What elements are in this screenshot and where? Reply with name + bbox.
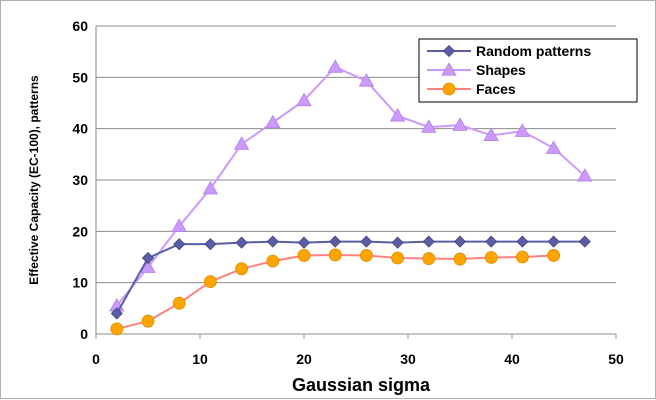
data-point <box>171 218 187 232</box>
y-axis-title: Effective Capacity (EC-100), patterns <box>27 75 41 285</box>
data-point <box>110 322 124 336</box>
data-point <box>235 236 248 249</box>
legend-item: Random patterns <box>427 43 591 59</box>
data-point <box>297 236 311 249</box>
data-point <box>516 235 529 248</box>
data-point <box>140 259 156 273</box>
y-tick-label: 0 <box>80 326 88 342</box>
x-tick-label: 20 <box>296 351 312 367</box>
legend-item: Shapes <box>427 62 526 78</box>
data-point <box>204 238 217 251</box>
legend: Random patterns Shapes Faces <box>418 38 638 103</box>
data-point <box>389 108 406 122</box>
data-point <box>172 296 186 310</box>
data-point <box>202 180 219 195</box>
legend-label: Shapes <box>476 62 526 78</box>
legend-swatch-marker <box>442 82 456 96</box>
x-tick-label: 40 <box>504 351 520 367</box>
y-tick-label: 40 <box>72 121 88 137</box>
data-point <box>297 249 311 262</box>
data-point <box>514 123 531 137</box>
data-point <box>141 251 155 265</box>
data-point <box>391 251 405 265</box>
y-tick-label: 50 <box>72 69 88 85</box>
data-point <box>483 127 499 141</box>
tick-labels: 0 10 20 30 40 50 60 0 10 20 30 40 50 <box>72 18 624 367</box>
series-line <box>116 65 586 307</box>
data-point <box>328 248 342 262</box>
legend-swatch-marker <box>442 44 456 58</box>
series-2 <box>110 248 560 336</box>
data-point <box>391 236 404 249</box>
y-tick-label: 10 <box>72 275 88 291</box>
x-tick-label: 10 <box>192 351 208 367</box>
data-point <box>484 251 498 264</box>
data-point <box>266 254 280 268</box>
data-point <box>422 235 435 248</box>
data-point <box>516 250 529 264</box>
x-axis-title: Gaussian sigma <box>292 375 431 395</box>
y-tick-label: 60 <box>72 18 88 34</box>
data-point <box>422 252 436 265</box>
axes <box>95 26 617 339</box>
series-line <box>115 240 585 314</box>
y-tick-label: 20 <box>72 223 88 239</box>
legend-item: Faces <box>427 81 516 97</box>
data-point <box>577 168 593 182</box>
data-point <box>173 238 186 251</box>
data-point <box>296 92 312 107</box>
data-point <box>358 73 375 87</box>
data-point <box>359 249 373 262</box>
x-tick-label: 50 <box>608 351 624 367</box>
data-point <box>233 136 250 150</box>
x-tick-label: 0 <box>92 351 100 367</box>
series-group <box>109 59 593 336</box>
data-point <box>141 314 155 328</box>
data-point <box>485 235 498 248</box>
data-point <box>452 117 468 131</box>
legend-label: Random patterns <box>476 43 591 59</box>
data-point <box>453 235 467 248</box>
x-tick-label: 30 <box>400 351 416 367</box>
series-0 <box>110 235 591 320</box>
data-point <box>327 59 343 73</box>
legend-label: Faces <box>476 81 516 97</box>
data-point <box>545 140 562 154</box>
data-point <box>266 235 279 248</box>
data-point <box>329 235 342 248</box>
data-point <box>547 235 560 248</box>
data-point <box>110 307 123 320</box>
data-point <box>578 235 591 248</box>
data-point <box>235 262 249 276</box>
data-point <box>360 235 373 248</box>
legend-swatch-marker <box>441 62 457 76</box>
data-point <box>453 252 467 266</box>
data-point <box>421 119 437 133</box>
data-point <box>547 249 560 262</box>
y-tick-label: 30 <box>72 172 88 188</box>
data-point <box>265 114 281 129</box>
data-point <box>203 275 217 289</box>
